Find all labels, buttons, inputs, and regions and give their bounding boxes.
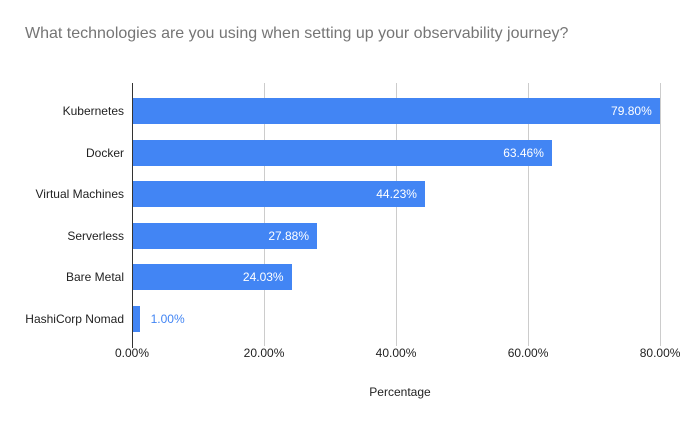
x-tick-label: 60.00%: [507, 346, 549, 360]
category-label-serverless: Serverless: [67, 228, 124, 243]
gridline: [660, 83, 662, 346]
value-label-virtual-machines: 44.23%: [376, 187, 417, 202]
gridline: [264, 83, 266, 346]
category-label-bare-metal: Bare Metal: [65, 270, 124, 285]
x-tick-label: 20.00%: [243, 346, 285, 360]
value-label-docker: 63.46%: [503, 145, 544, 160]
x-axis-title: Percentage: [369, 385, 431, 399]
bar-serverless[interactable]: 27.88%: [133, 222, 318, 249]
value-label-hashicorp-nomad: 1.00%: [150, 312, 185, 326]
bar-kubernetes[interactable]: 79.80%: [133, 98, 660, 124]
gridline: [396, 83, 398, 346]
x-tick-label: 80.00%: [639, 346, 681, 360]
category-label-hashicorp-nomad: HashiCorp Nomad: [25, 312, 124, 326]
y-axis-baseline: [132, 83, 133, 348]
bar-hashicorp-nomad[interactable]: [133, 306, 140, 332]
x-tick-label: 40.00%: [375, 346, 417, 360]
chart-title: What technologies are you using when set…: [25, 25, 569, 42]
category-label-kubernetes: Kubernetes: [62, 104, 124, 118]
x-tick-label: 0.00%: [114, 346, 150, 360]
bar-docker[interactable]: 63.46%: [133, 139, 552, 166]
bar-virtual-machines[interactable]: 44.23%: [133, 181, 425, 208]
category-label-docker: Docker: [85, 145, 124, 160]
category-labels: Kubernetes Docker Virtual Machines Serverle…: [0, 83, 132, 343]
value-label-kubernetes: 79.80%: [611, 104, 652, 118]
value-label-serverless: 27.88%: [268, 228, 310, 243]
value-label-bare-metal: 24.03%: [242, 270, 284, 285]
plot-area: 79.80% 63.46% 44.23% 27.88% 24.03% 1.00%: [132, 83, 668, 348]
gridline: [528, 83, 530, 346]
x-axis-ticks: 0.00% 20.00% 40.00% 60.00% 80.00%: [115, 346, 680, 361]
category-label-virtual-machines: Virtual Machines: [35, 187, 125, 202]
bar-bare-metal[interactable]: 24.03%: [133, 264, 292, 291]
